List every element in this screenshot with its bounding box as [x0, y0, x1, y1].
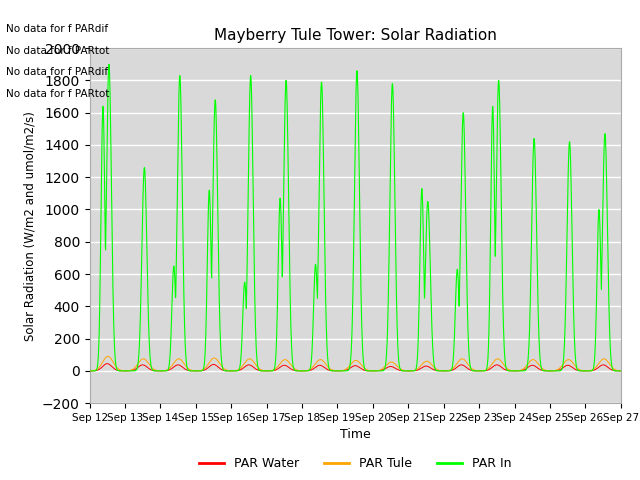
X-axis label: Time: Time [340, 429, 371, 442]
Text: No data for f PARtot: No data for f PARtot [6, 46, 110, 56]
Y-axis label: Solar Radiation (W/m2 and umol/m2/s): Solar Radiation (W/m2 and umol/m2/s) [24, 111, 36, 340]
Text: No data for f PARdif: No data for f PARdif [6, 67, 109, 77]
Text: No data for f PARtot: No data for f PARtot [6, 89, 110, 99]
Text: No data for f PARdif: No data for f PARdif [6, 24, 109, 34]
Title: Mayberry Tule Tower: Solar Radiation: Mayberry Tule Tower: Solar Radiation [214, 28, 497, 43]
Legend: PAR Water, PAR Tule, PAR In: PAR Water, PAR Tule, PAR In [194, 452, 516, 475]
